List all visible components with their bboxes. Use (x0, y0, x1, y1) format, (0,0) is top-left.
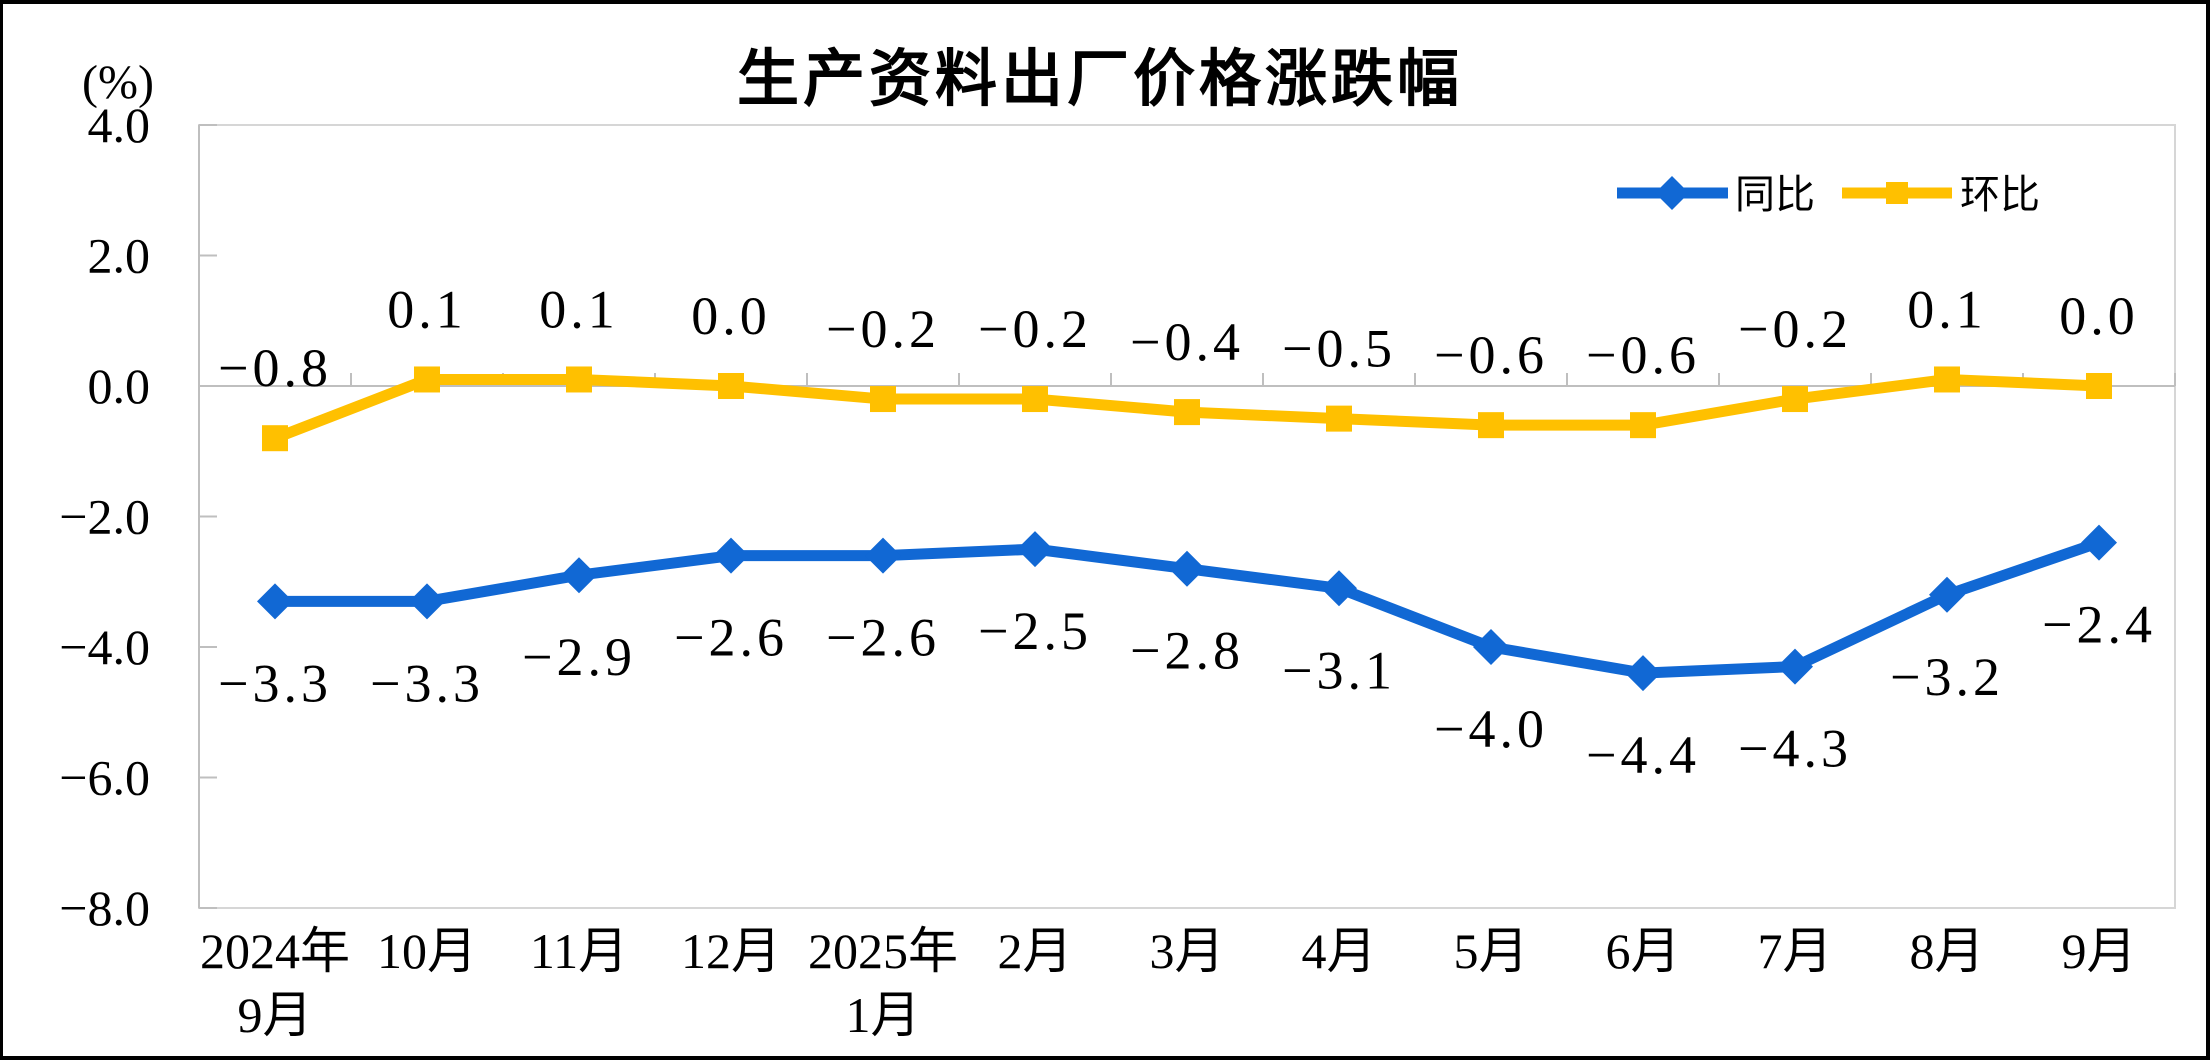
y-tick-label: 4.0 (88, 97, 151, 153)
data-label: −4.3 (1738, 719, 1852, 779)
x-category-label: 5月 (1454, 923, 1529, 979)
x-category-label: 9月 (238, 987, 313, 1043)
x-category-label: 11月 (530, 923, 628, 979)
x-category-label: 2024年 (200, 923, 350, 979)
square-marker-icon (1478, 412, 1504, 439)
y-tick-label: −6.0 (59, 750, 150, 806)
square-marker-icon (566, 366, 592, 393)
x-category-label: 9月 (2062, 923, 2137, 979)
square-marker-icon (1934, 366, 1960, 393)
y-tick-label: −4.0 (59, 619, 150, 675)
square-marker-icon (1782, 386, 1808, 413)
legend-item-tongbi: 同比 (1617, 172, 1815, 217)
data-label: −2.8 (1130, 621, 1244, 681)
square-marker-icon (262, 425, 288, 452)
diamond-marker-icon (257, 583, 293, 620)
x-category-label: 3月 (1150, 923, 1225, 979)
diamond-marker-icon (1473, 629, 1509, 665)
data-label: −2.6 (826, 608, 940, 668)
data-label: −2.5 (978, 601, 1092, 661)
tongbi-diamond-marker-icon (1655, 176, 1689, 210)
x-category-label: 2月 (998, 923, 1073, 979)
diamond-marker-icon (1017, 531, 1053, 568)
x-category-label: 4月 (1302, 923, 1377, 979)
diamond-marker-icon (1777, 648, 1813, 685)
data-label: −3.1 (1282, 640, 1396, 700)
data-label: −2.4 (2042, 595, 2156, 655)
diamond-marker-icon (409, 583, 445, 620)
square-marker-icon (1326, 405, 1352, 432)
data-label: −0.8 (218, 338, 332, 398)
data-label: −2.9 (522, 627, 636, 687)
square-marker-icon (414, 366, 440, 393)
data-label: −0.2 (978, 299, 1092, 359)
x-category-label: 12月 (681, 923, 781, 979)
legend-item-huanbi: 环比 (1842, 172, 2040, 217)
data-label: 0.1 (387, 279, 467, 339)
data-label: −0.4 (1130, 312, 1244, 372)
data-label: −3.2 (1890, 647, 2004, 707)
diamond-marker-icon (713, 537, 749, 574)
data-label: −2.6 (674, 608, 788, 668)
data-label: −0.6 (1586, 325, 1700, 385)
data-label: −0.5 (1282, 319, 1396, 379)
diamond-marker-icon (561, 557, 597, 594)
huanbi-square-marker-icon (1886, 182, 1908, 204)
y-tick-label: 2.0 (88, 228, 151, 284)
y-tick-label: −2.0 (59, 489, 150, 545)
diamond-marker-icon (1929, 576, 1965, 613)
square-marker-icon (870, 386, 896, 413)
square-marker-icon (1174, 399, 1200, 426)
data-label: −3.3 (370, 653, 484, 713)
data-label: −4.4 (1586, 725, 1700, 785)
data-label: −0.2 (1738, 299, 1852, 359)
legend-label-huanbi: 环比 (1960, 172, 2040, 217)
diamond-marker-icon (1321, 570, 1357, 607)
data-label: −3.3 (218, 653, 332, 713)
data-label: 0.1 (1907, 279, 1987, 339)
data-label: −4.0 (1434, 699, 1548, 759)
x-category-label: 7月 (1758, 923, 1833, 979)
y-tick-label: 0.0 (88, 358, 151, 414)
chart-background (3, 4, 2206, 1056)
x-category-label: 1月 (846, 987, 921, 1043)
x-category-label: 10月 (377, 923, 477, 979)
data-label: 0.0 (2059, 286, 2139, 346)
diamond-marker-icon (1625, 655, 1661, 692)
x-category-label: 6月 (1606, 923, 1681, 979)
plot-area: 4.0 2.0 0.0 −2.0 −4.0 −6.0 −8.0 2024年 9月 10月 11月 12… (59, 97, 2176, 1043)
diamond-marker-icon (1169, 550, 1205, 587)
diamond-marker-icon (865, 537, 901, 574)
legend-label-tongbi: 同比 (1735, 172, 1815, 217)
data-label: −0.6 (1434, 325, 1548, 385)
diamond-marker-icon (2081, 524, 2117, 561)
legend: 同比 环比 (1617, 172, 2040, 217)
data-label: 0.1 (539, 279, 619, 339)
square-marker-icon (2086, 373, 2112, 399)
y-axis-unit-label: (%) (82, 56, 154, 109)
data-label: −0.2 (826, 299, 940, 359)
y-tick-label: −8.0 (59, 880, 150, 936)
square-marker-icon (1630, 412, 1656, 439)
square-marker-icon (1022, 386, 1048, 413)
square-marker-icon (718, 373, 744, 399)
chart-title: 生产资料出厂价格涨跌幅 (737, 45, 1463, 114)
x-category-label: 2025年 (808, 923, 958, 979)
data-label: 0.0 (691, 286, 771, 346)
x-category-label: 8月 (1910, 923, 1985, 979)
